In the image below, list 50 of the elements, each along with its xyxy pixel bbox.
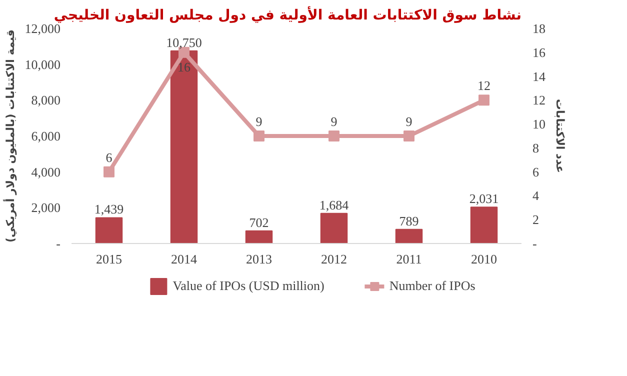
bar [95, 217, 123, 244]
chart-title: نشاط سوق الاكتتابات العامة الأولية في دول مجلس التعاون الخليجي [54, 6, 522, 24]
y-tick-label: 4,000 [31, 164, 60, 180]
y2-tick-label: 2 [532, 212, 539, 228]
data-label: 9 [330, 114, 338, 129]
point [104, 166, 114, 178]
y2-tick-label: 18 [532, 21, 546, 36]
data-label: 9 [256, 114, 262, 129]
x-tick-label: 2011 [396, 252, 422, 266]
data-label: 6 [106, 150, 113, 165]
point [254, 130, 264, 142]
y-tick-label: 6,000 [31, 128, 60, 144]
y-tick-label: 10,000 [24, 56, 60, 72]
y2-tick-label: - [532, 236, 537, 251]
y2-tick-label: 8 [532, 140, 539, 156]
y-axis-title: قيمة الاكتتابات (بالمليون دولار أمريكي) [2, 29, 17, 243]
y-tick-label: - [56, 236, 61, 251]
data-label: 10,750 [166, 34, 202, 50]
x-tick-label: 2012 [321, 252, 347, 266]
data-label: 1,684 [319, 197, 350, 212]
point [328, 130, 340, 142]
y2-tick-label: 16 [532, 44, 546, 60]
point [404, 130, 414, 142]
y2-tick-label: 4 [532, 188, 540, 204]
data-label: 16 [178, 59, 191, 74]
data-label: 1,439 [94, 202, 124, 217]
x-tick-label: 2010 [471, 252, 497, 266]
bar [245, 230, 273, 244]
data-label: 12 [478, 78, 490, 94]
legend-label: Value of IPOs (USD million) [172, 278, 324, 294]
x-tick-label: 2014 [171, 252, 198, 266]
y2-tick-label: 6 [532, 164, 540, 180]
y2-tick-label: 12 [532, 92, 546, 108]
bar [395, 228, 423, 244]
bar [170, 50, 198, 244]
y-tick-label: 8,000 [31, 92, 60, 108]
bar [320, 212, 348, 244]
y2-tick-label: 10 [532, 116, 546, 132]
y2-axis-title: عدد الاكتتابات [554, 98, 566, 174]
x-tick-label: 2013 [246, 252, 272, 266]
point [478, 94, 490, 106]
x-tick-label: 2015 [96, 252, 122, 266]
data-label: 9 [406, 114, 412, 129]
y-tick-label: 2,000 [31, 200, 60, 216]
data-label: 2,031 [469, 191, 499, 206]
y2-tick-label: 14 [532, 68, 546, 84]
data-label: 789 [399, 213, 419, 228]
data-label: 702 [249, 214, 269, 230]
bar [470, 206, 498, 244]
legend-label: Number of IPOs [389, 278, 476, 294]
